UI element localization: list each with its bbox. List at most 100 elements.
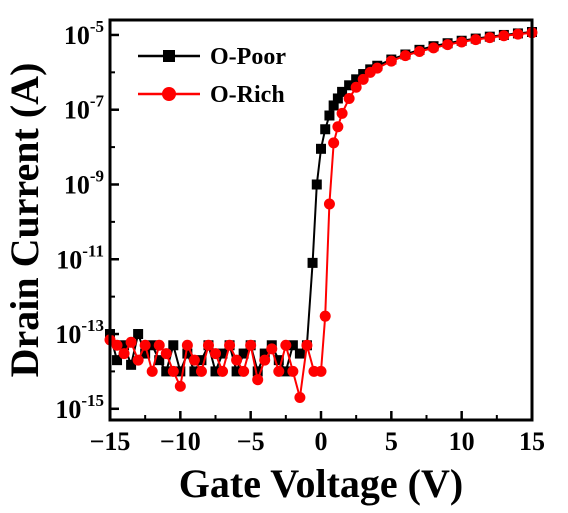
x-tick-label: −15 [90, 427, 131, 456]
data-point [311, 179, 322, 190]
data-point [217, 348, 228, 359]
data-point [252, 374, 264, 386]
data-point [210, 348, 221, 360]
data-point [332, 121, 344, 133]
data-point [328, 137, 340, 149]
series-line [109, 31, 533, 398]
data-point [224, 339, 236, 351]
data-point [217, 365, 229, 377]
data-point [174, 380, 186, 392]
data-point [196, 355, 207, 366]
data-point [273, 355, 284, 366]
data-point [238, 365, 250, 377]
data-point [252, 366, 263, 377]
data-point [287, 365, 299, 377]
data-point [189, 366, 200, 377]
data-point [238, 348, 249, 359]
data-point [273, 365, 285, 377]
data-point [442, 39, 454, 51]
data-point [168, 340, 179, 351]
data-point [294, 392, 306, 404]
legend-item: O-Poor [138, 44, 286, 70]
data-point [357, 73, 369, 85]
series-layer [104, 26, 538, 404]
series-line [109, 31, 533, 375]
data-point [484, 32, 496, 44]
data-point [133, 329, 144, 340]
data-point [428, 42, 440, 54]
legend-label: O-Poor [210, 44, 286, 70]
y-tick-label: 10-9 [64, 166, 104, 199]
data-point [344, 80, 355, 91]
legend-label: O-Rich [210, 82, 285, 108]
data-point [175, 366, 186, 377]
data-point [332, 93, 343, 104]
data-point [231, 354, 243, 366]
data-point [350, 81, 362, 93]
data-point [167, 365, 179, 377]
data-point [231, 366, 242, 377]
series-o-rich [104, 27, 538, 404]
data-point [111, 339, 123, 351]
data-point [266, 343, 278, 355]
x-tick-label: −5 [237, 427, 265, 456]
data-point [245, 339, 257, 351]
data-point [319, 310, 331, 322]
data-point [210, 366, 221, 377]
y-tick-label: 10-7 [64, 92, 105, 125]
data-point [280, 366, 291, 377]
data-point [202, 339, 214, 351]
data-point [119, 340, 130, 351]
data-point [259, 348, 270, 359]
data-point [259, 354, 271, 366]
y-tick-label: 10-15 [55, 391, 104, 424]
x-tick-label: 10 [449, 427, 475, 456]
data-point [160, 348, 172, 360]
data-point [337, 86, 348, 97]
data-point [328, 100, 339, 111]
data-point [385, 55, 397, 67]
data-point [399, 50, 411, 62]
legend-marker [162, 87, 176, 101]
data-point [351, 74, 362, 85]
x-tick-label: −10 [160, 427, 201, 456]
data-point [316, 143, 326, 154]
data-point [132, 354, 144, 366]
data-point [320, 124, 331, 135]
data-point [139, 339, 151, 351]
data-point [287, 340, 298, 351]
data-point [371, 62, 383, 74]
data-point [118, 348, 130, 360]
series-o-poor [105, 26, 537, 377]
data-point [147, 340, 158, 351]
x-tick-label: 5 [385, 427, 398, 456]
data-point [301, 339, 313, 351]
data-point [126, 359, 137, 370]
y-axis-title: Drain Current (A) [2, 63, 47, 378]
data-point [188, 354, 200, 366]
data-point [140, 348, 151, 359]
data-point [112, 355, 123, 366]
x-axis-title: Gate Voltage (V) [179, 461, 463, 506]
data-point [324, 110, 335, 121]
data-point [153, 339, 165, 351]
data-point [307, 257, 318, 268]
data-point [146, 365, 158, 377]
legend-marker [163, 50, 175, 62]
y-tick-label: 10-11 [56, 241, 104, 274]
data-point [280, 339, 292, 351]
data-point [323, 198, 335, 210]
data-point [512, 28, 524, 40]
y-tick-label: 10-13 [55, 316, 104, 349]
x-tick-label: 0 [315, 427, 328, 456]
data-point [195, 365, 207, 377]
x-tick-label: 15 [519, 427, 545, 456]
data-point [456, 36, 468, 48]
data-point [294, 348, 305, 359]
data-point [315, 365, 327, 377]
data-point [336, 107, 348, 119]
axis-ticks: −15 −10 −5 0 5 10 15 10-15 10-13 10-11 10-9 10-7 10-… [55, 17, 545, 456]
data-point [413, 46, 425, 58]
data-point [181, 339, 193, 351]
